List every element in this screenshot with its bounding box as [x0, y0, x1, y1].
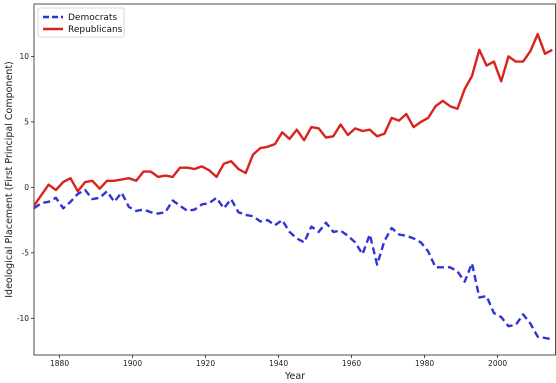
x-tick-label: 1980 [415, 359, 434, 368]
x-tick-label: 1940 [269, 359, 288, 368]
x-tick-label: 1880 [50, 359, 69, 368]
x-tick-label: 1920 [196, 359, 215, 368]
y-axis-label: Ideological Placement (First Principal C… [4, 61, 15, 298]
y-axis-ticks: -10 -5 0 5 10 [17, 52, 34, 323]
x-axis-ticks: 1880 1900 1920 1940 1960 1980 2000 [50, 355, 507, 368]
x-axis-label: Year [284, 371, 305, 382]
x-tick-label: 2000 [488, 359, 507, 368]
legend-entry-label: Republicans [68, 25, 123, 35]
series-line-republicans [33, 32, 553, 207]
series-layer [33, 32, 553, 341]
y-tick-label: -10 [17, 314, 29, 323]
y-tick-label: 0 [24, 183, 29, 192]
y-tick-label: -5 [22, 248, 30, 257]
legend-entry-label: Democrats [68, 13, 117, 23]
x-tick-label: 1900 [123, 359, 142, 368]
x-tick-label: 1960 [342, 359, 361, 368]
legend: Democrats Republicans [37, 7, 125, 38]
y-tick-label: 5 [24, 117, 29, 126]
y-tick-label: 10 [19, 52, 29, 61]
series-line-democrats [33, 188, 553, 341]
